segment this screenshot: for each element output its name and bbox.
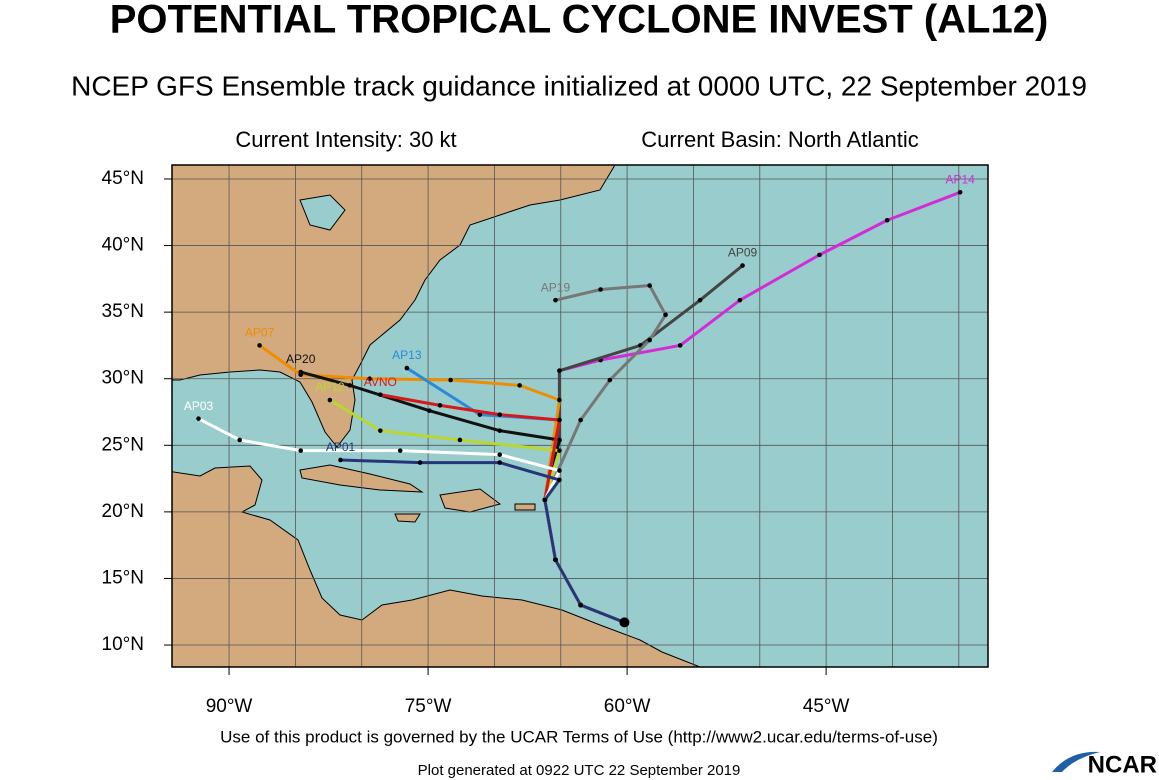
track-point [607,377,613,383]
track-label: AP12 [315,380,345,394]
y-tick-label: 25°N [102,434,144,455]
annotation: Current Intensity: 30 kt [235,127,456,152]
y-tick-label: 45°N [102,168,144,189]
track-point [397,448,403,453]
track-point [557,368,562,374]
title: POTENTIAL TROPICAL CYCLONE INVEST (AL12) [110,0,1049,42]
track-point [557,477,562,483]
track-point [557,448,562,453]
logo-swoosh [1052,751,1100,772]
terms-note: Use of this product is governed by the U… [220,727,938,746]
annotation: Current Basin: North Atlantic [641,127,919,152]
track-point [553,557,558,563]
track-point [553,297,558,303]
track-point [578,417,583,423]
track-point [884,217,890,223]
track-point [327,397,333,403]
track-point [347,383,353,388]
track-point [740,263,745,268]
map-frame [171,164,989,668]
track-label: AVNO [364,375,397,389]
track-point [378,428,383,433]
track-point [598,287,603,292]
central-south-america [172,465,701,667]
track-point [378,392,383,397]
track-point [557,397,562,403]
track-point [517,383,522,388]
track-label: AP13 [392,348,422,362]
track-point [298,369,304,375]
y-tick-label: 40°N [102,235,144,256]
hispaniola [439,488,502,513]
track-label: AP20 [286,352,316,366]
track-point [647,283,652,288]
track-point [477,412,483,417]
track-point [457,437,463,443]
track-point [196,416,201,421]
track-point [663,312,668,318]
y-tick-label: 30°N [102,368,144,389]
map-area: AP14 AP09 AP19 AP07 AP20 AP13 AP12 AVNO AP03 AP01 [172,165,988,667]
track-point [404,365,410,371]
track-point [497,452,503,457]
track-point [677,343,683,348]
track-point [338,457,343,463]
track-label: AP03 [184,399,214,413]
track-point [817,252,822,258]
track-point [417,460,423,465]
track-label: AP01 [326,440,356,454]
y-tick-label: 15°N [102,567,144,588]
track-point [578,602,583,608]
track-point [448,377,453,383]
track-point [542,497,548,503]
x-tick-label: 90°W [206,696,253,717]
x-tick-label: 75°W [405,696,452,717]
track-point [647,337,652,343]
track-point [298,448,304,453]
north-america [172,165,616,448]
cuba [299,464,424,493]
track-point [257,343,262,348]
puerto-rico [514,503,536,511]
track-point [497,412,503,417]
track-point [427,408,432,413]
track-point [737,297,743,303]
generated-note: Plot generated at 0922 UTC 22 September … [418,762,741,779]
track-label: AP07 [245,326,275,340]
x-tick-label: 60°W [604,696,651,717]
track-point [497,428,503,433]
x-tick-label: 45°W [803,696,850,717]
track-point [437,403,443,408]
track-point [557,437,562,443]
track-point [497,460,503,465]
track-point [237,437,242,443]
current-position [619,617,630,628]
y-tick-label: 10°N [102,634,144,655]
track-label: AP19 [541,280,571,294]
subtitle: NCEP GFS Ensemble track guidance initial… [71,70,1087,101]
logo: NCAR [1088,751,1157,778]
y-tick-label: 20°N [102,501,144,522]
track [340,458,626,624]
track-point [697,297,703,303]
track-point [557,468,562,473]
track-point [557,417,562,423]
track-point [957,189,963,195]
track-point [367,376,372,382]
y-tick-label: 35°N [102,301,144,322]
track-label: AP14 [945,172,975,186]
jamaica [394,513,421,523]
track-label: AP09 [728,246,758,260]
great-lakes [299,194,346,231]
